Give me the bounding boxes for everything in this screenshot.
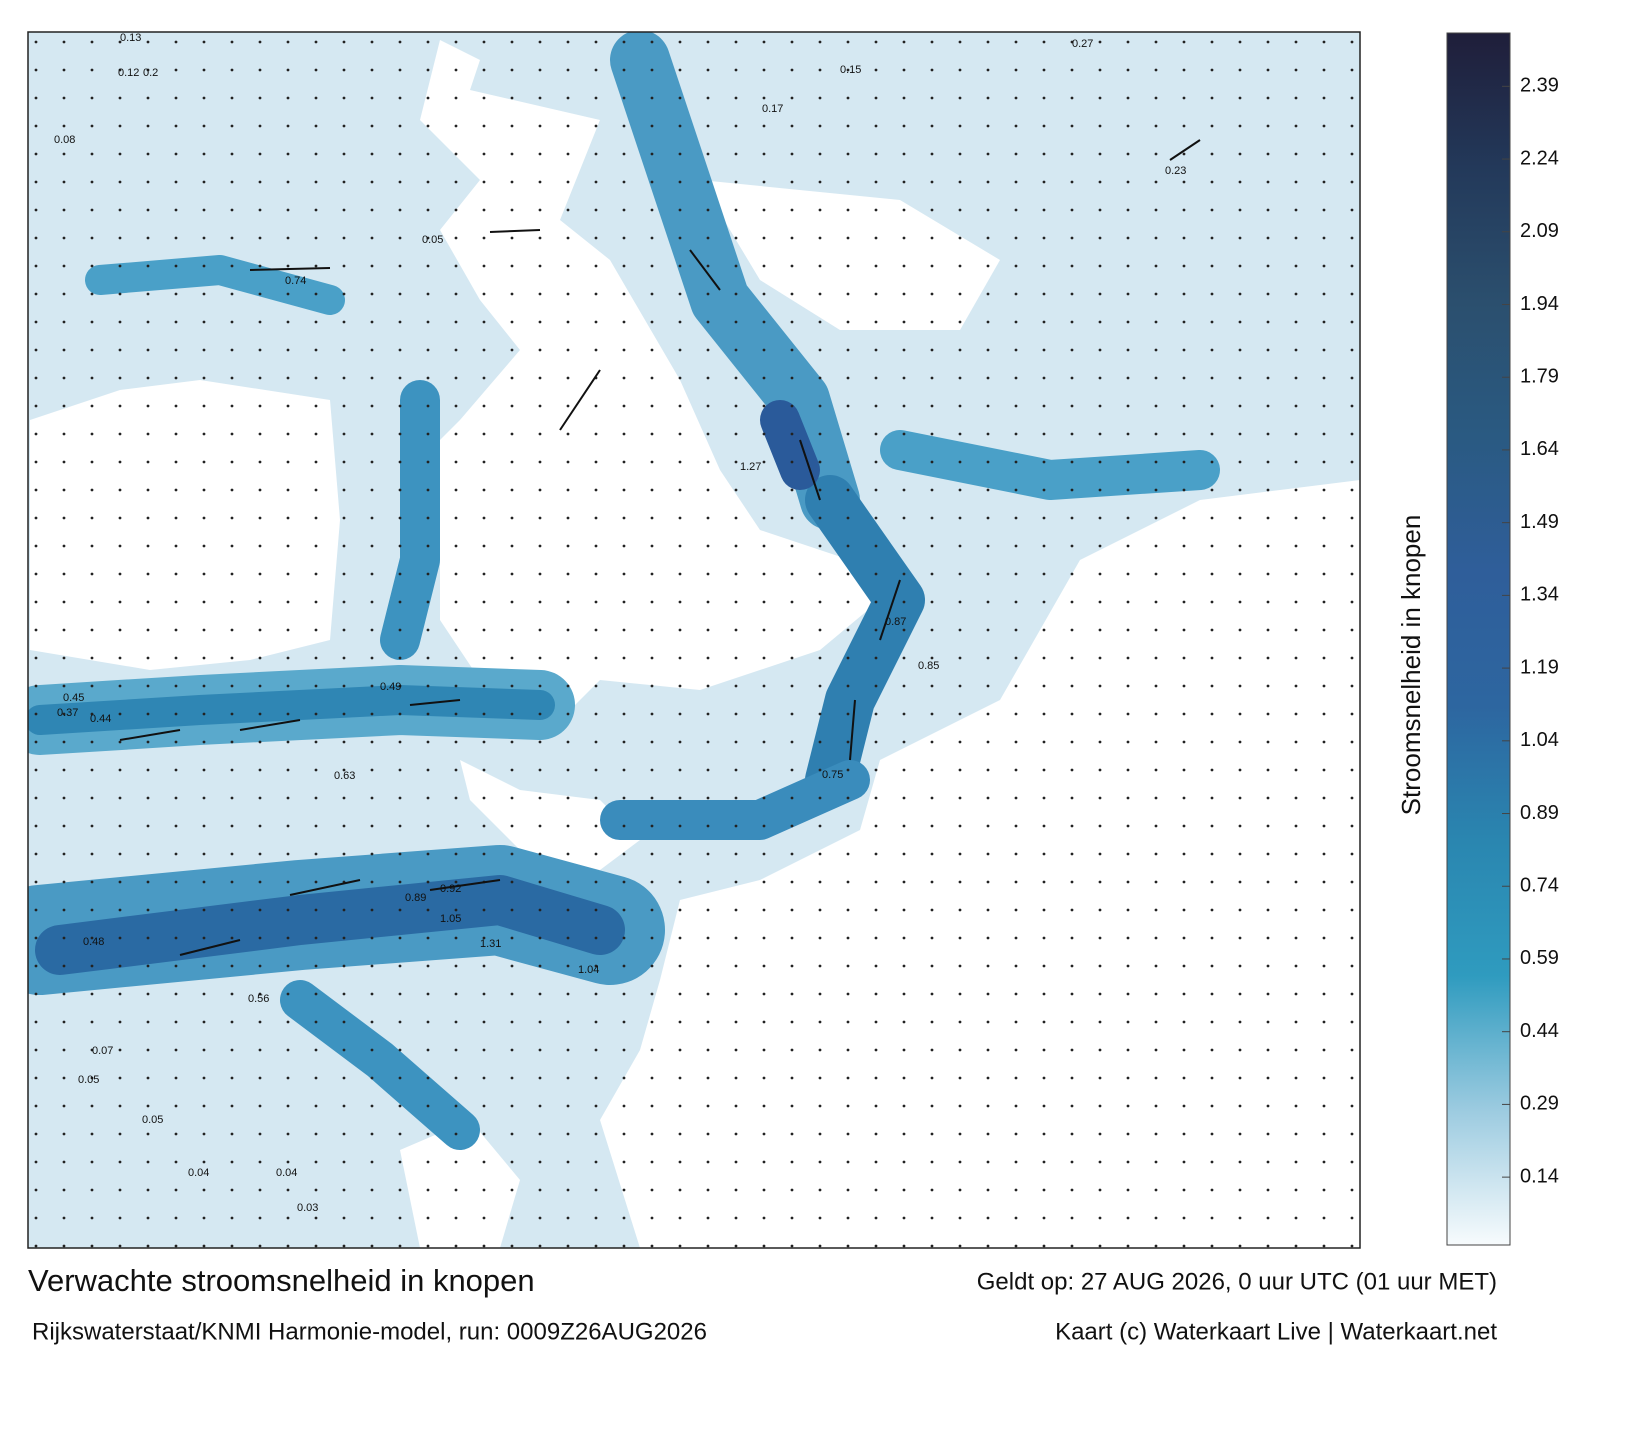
speed-label: 0.07 xyxy=(92,1045,113,1057)
colorbar-tick-label: 1.79 xyxy=(1520,365,1559,387)
colorbar-tick-label: 0.14 xyxy=(1520,1165,1559,1187)
colorbar-tick-label: 0.89 xyxy=(1520,802,1559,824)
colorbar-tick-label: 1.94 xyxy=(1520,293,1559,315)
speed-label: 0.13 xyxy=(120,32,141,44)
speed-label: 0.85 xyxy=(918,660,939,672)
speed-label: 0.2 xyxy=(143,67,158,79)
colorbar-tick-label: 1.64 xyxy=(1520,438,1559,460)
vector-grid xyxy=(28,32,1360,1248)
colorbar-tick-label: 1.04 xyxy=(1520,729,1559,751)
valid-time: Geldt op: 27 AUG 2026, 0 uur UTC (01 uur… xyxy=(977,1268,1497,1295)
speed-label: 0.05 xyxy=(142,1114,163,1126)
speed-label: 0.89 xyxy=(405,892,426,904)
speed-label: 0.04 xyxy=(188,1167,209,1179)
speed-label: 0.05 xyxy=(78,1074,99,1086)
speed-label: 0.56 xyxy=(248,993,269,1005)
colorbar-tick-label: 1.49 xyxy=(1520,511,1559,533)
speed-label: 1.31 xyxy=(480,938,501,950)
speed-label: 0.17 xyxy=(762,103,783,115)
colorbar-tick-label: 2.09 xyxy=(1520,220,1559,242)
colorbar-tick-label: 1.34 xyxy=(1520,584,1559,606)
speed-label: 0.48 xyxy=(83,936,104,948)
speed-label: 0.03 xyxy=(297,1202,318,1214)
colorbar-tick-label: 1.19 xyxy=(1520,656,1559,678)
colorbar-tick-label: 2.24 xyxy=(1520,147,1559,169)
speed-label: 0.23 xyxy=(1165,165,1186,177)
speed-label: 0.74 xyxy=(285,275,306,287)
speed-label: 1.04 xyxy=(578,964,599,976)
speed-label: 0.15 xyxy=(840,64,861,76)
title: Verwachte stroomsnelheid in knopen xyxy=(28,1263,535,1298)
colorbar-tick-label: 0.74 xyxy=(1520,875,1559,897)
arrows xyxy=(119,139,1201,956)
colorbar xyxy=(1446,32,1511,1246)
speed-label: 0.63 xyxy=(334,770,355,782)
speed-label: 0.87 xyxy=(885,616,906,628)
colorbar-tick-label: 0.29 xyxy=(1520,1093,1559,1115)
speed-label: 0.75 xyxy=(822,769,843,781)
speed-label: 0.04 xyxy=(276,1167,297,1179)
speed-label: 0.12 xyxy=(118,67,139,79)
speed-label: 0.92 xyxy=(440,883,461,895)
speed-label: 0.44 xyxy=(90,713,111,725)
colorbar-tick-label: 0.59 xyxy=(1520,947,1559,969)
colorbar-tick-label: 0.44 xyxy=(1520,1020,1559,1042)
speed-label: 0.49 xyxy=(380,681,401,693)
speed-label: 0.27 xyxy=(1072,38,1093,50)
colorbar-label: Stroomsnelheid in knopen xyxy=(1396,515,1426,816)
speed-label: 1.05 xyxy=(440,913,461,925)
speed-label: 0.08 xyxy=(54,134,75,146)
map: 1.31 1.27 0.74 1.05 0.92 0.89 0.85 0.87 … xyxy=(28,32,1360,1248)
speed-labels: 1.31 1.27 0.74 1.05 0.92 0.89 0.85 0.87 … xyxy=(54,32,1186,1214)
speed-label: 1.27 xyxy=(740,461,761,473)
colorbar-tick-label: 2.39 xyxy=(1520,75,1559,97)
speed-label: 0.05 xyxy=(422,234,443,246)
subtitle: Rijkswaterstaat/KNMI Harmonie-model, run… xyxy=(32,1318,707,1345)
credit: Kaart (c) Waterkaart Live | Waterkaart.n… xyxy=(1055,1318,1497,1345)
speed-label: 0.37 xyxy=(57,707,78,719)
map-frame xyxy=(27,31,1361,1249)
speed-label: 0.45 xyxy=(63,692,84,704)
